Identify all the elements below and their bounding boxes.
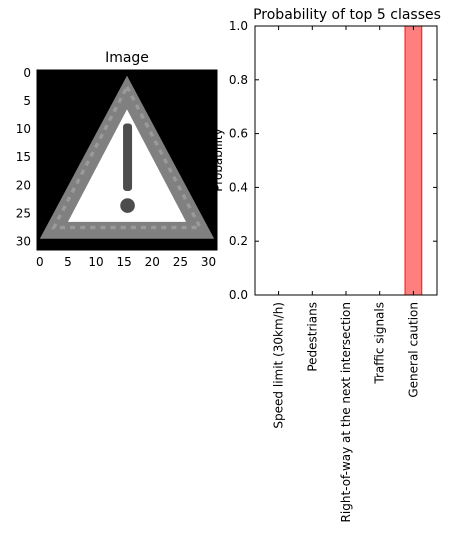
image-y-axis: 0 5 10 15 20 25 30 <box>16 66 217 249</box>
image-y-tick-label: 25 <box>16 206 31 220</box>
image-y-tick-label: 0 <box>23 66 31 80</box>
bar-x-tick-label: Pedestrians <box>305 302 319 372</box>
bar-panel: Probability of top 5 classes 0.00.20.40.… <box>211 7 441 522</box>
bars <box>404 25 423 296</box>
image-x-axis: 0 5 10 15 20 25 30 <box>36 70 216 269</box>
bar-chart-title: Probability of top 5 classes <box>253 7 441 23</box>
bar-y-tick-label: 0.4 <box>229 180 248 194</box>
y-axis-label: Probability <box>211 128 225 191</box>
image-panel: Image 0 5 10 15 20 25 30 0 5 10 15 20 25 30 <box>16 50 218 269</box>
image-x-tick-label: 20 <box>145 255 160 269</box>
bar-x-tick-label: Right-of-way at the next intersection <box>339 302 353 522</box>
image-x-tick-label: 0 <box>36 255 44 269</box>
traffic-sign-image <box>37 70 217 250</box>
image-frame <box>36 69 218 251</box>
bar-y-axis: 0.0 0.2 0.4 0.6 0.8 1.0 <box>229 19 437 302</box>
image-x-tick-label: 10 <box>88 255 103 269</box>
bar-y-tick-label: 0.0 <box>229 288 248 302</box>
bar-y-tick-label: 0.8 <box>229 73 248 87</box>
image-title: Image <box>105 50 149 66</box>
image-y-tick-label: 5 <box>23 94 31 108</box>
bar <box>404 25 423 296</box>
image-y-tick-label: 20 <box>16 178 31 192</box>
bar-y-tick-label: 0.6 <box>229 127 248 141</box>
image-x-tick-label: 15 <box>117 255 132 269</box>
bar-x-axis: Speed limit (30km/h) Pedestrians Right-of-… <box>272 26 420 522</box>
bar-x-tick-label: Speed limit (30km/h) <box>272 302 286 429</box>
image-y-tick-label: 30 <box>16 235 31 249</box>
bar-x-tick-label: General caution <box>406 302 420 398</box>
bar-y-tick-label: 0.2 <box>229 234 248 248</box>
bar-y-tick-label: 1.0 <box>229 19 248 33</box>
bar-x-tick-label: Traffic signals <box>373 302 387 385</box>
image-x-tick-label: 5 <box>64 255 72 269</box>
image-x-tick-label: 30 <box>201 255 216 269</box>
image-x-tick-label: 25 <box>173 255 188 269</box>
image-y-tick-label: 15 <box>16 150 31 164</box>
image-y-tick-label: 10 <box>16 122 31 136</box>
